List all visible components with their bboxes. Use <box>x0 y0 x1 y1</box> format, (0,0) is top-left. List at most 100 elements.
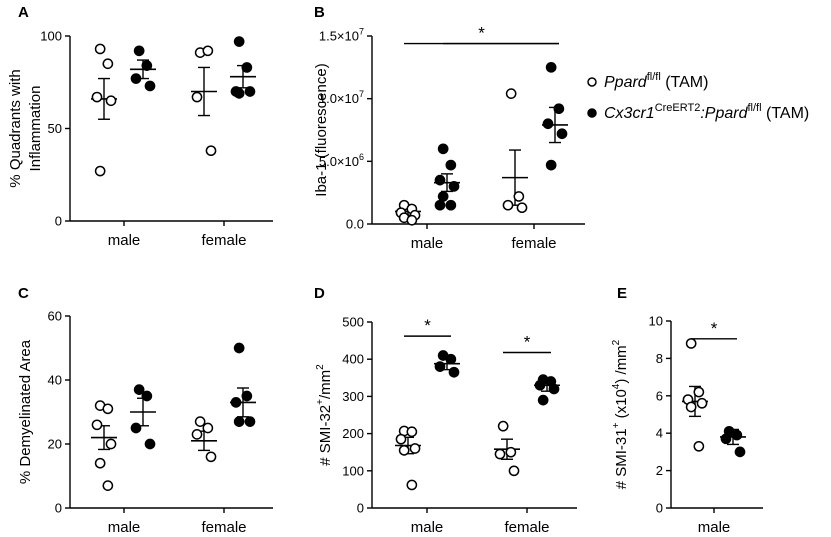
data-point-filled <box>445 353 457 365</box>
panel-A: A 0 50 100 male female % Quadrants with Inflamm… <box>7 4 273 249</box>
y-tick-label: 0 <box>656 501 663 516</box>
data-point-filled <box>448 181 460 192</box>
y-tick-label-text: 100 <box>40 29 62 44</box>
significance-star: * <box>478 24 485 43</box>
category-label: male <box>411 519 444 536</box>
data-point-open <box>406 214 418 226</box>
data-point-filled <box>130 73 142 84</box>
data-point-filled <box>144 438 156 450</box>
legend-label: Cx3cr1CreERT2:Ppardfl/fl (TAM) <box>604 102 809 122</box>
y-label-part: /mm <box>317 370 334 399</box>
y-label-part: ) /mm <box>613 345 630 383</box>
y-tick-label-text: 500 <box>342 315 364 330</box>
data-point-open <box>508 465 520 477</box>
data-point-open <box>505 88 517 100</box>
y-axis-label: # SMI-32+/mm2 <box>315 364 334 466</box>
y-axis-label: # SMI-31+ (x104) /mm2 <box>611 339 630 489</box>
data-point-open <box>102 58 114 70</box>
y-tick-label: 400 <box>342 352 364 367</box>
y-axis-label: Iba-1 (fluorescence) <box>313 63 330 196</box>
panel-C: C 0 20 40 60 male female % Demyelinated Area <box>17 285 273 536</box>
data-point-open <box>94 457 106 469</box>
data-point-filled <box>445 199 457 211</box>
y-label-sup: + <box>315 399 326 405</box>
data-point-open <box>102 403 114 415</box>
y-tick-label-text: 4 <box>656 426 663 441</box>
y-tick-exponent: 6 <box>359 152 364 162</box>
panel-D: D 0 100 200 300 400 500 male female # SMI-32+/mm2… <box>314 285 577 536</box>
data-point-filled <box>556 128 568 140</box>
data-point-filled <box>553 103 565 115</box>
data-point-filled <box>548 383 560 395</box>
legend-sup: CreERT2 <box>655 102 701 114</box>
y-tick-label: 300 <box>342 389 364 404</box>
y-tick-label: 100 <box>40 29 62 44</box>
legend-marker-open <box>587 77 597 87</box>
legend-gene: Cx3cr1 <box>604 105 655 122</box>
data-point-filled <box>434 199 446 211</box>
y-tick-label-text: 5.0×10 <box>319 154 359 169</box>
data-point-open <box>102 480 114 491</box>
data-point-open <box>94 43 106 55</box>
legend-sup: fl/fl <box>647 71 661 83</box>
data-point-open <box>191 429 203 440</box>
y-tick-label-text: 6 <box>656 388 663 403</box>
legend-marker-filled <box>587 108 597 118</box>
y-tick-label-text: 10 <box>649 314 663 329</box>
y-tick-label: 0 <box>55 214 62 229</box>
data-point-filled <box>241 390 253 402</box>
panel-label: B <box>314 4 325 21</box>
y-axis-label: Inflammation <box>27 86 44 172</box>
y-tick-label-text: 400 <box>342 352 364 367</box>
data-point-open <box>91 419 103 431</box>
y-tick-label-text: 0 <box>357 501 364 516</box>
data-point-open <box>91 91 103 103</box>
y-tick-label: 200 <box>342 426 364 441</box>
data-point-filled <box>230 397 242 408</box>
data-point-filled <box>534 379 546 391</box>
data-point-filled <box>434 361 446 372</box>
panel-label: C <box>18 285 29 302</box>
data-point-open <box>685 338 697 349</box>
y-tick-label: 2 <box>656 463 663 478</box>
data-point-open <box>685 401 697 413</box>
y-tick-label: 20 <box>48 437 62 452</box>
data-point-filled <box>241 62 253 73</box>
y-tick-label: 50 <box>48 121 62 136</box>
y-label-part: # SMI-31 <box>613 428 630 489</box>
data-point-filled <box>144 80 156 92</box>
category-label: female <box>201 232 246 249</box>
data-point-open <box>202 45 214 57</box>
y-tick-label: 6 <box>656 388 663 403</box>
y-tick-label-text: 50 <box>48 121 62 136</box>
legend-sup: fl/fl <box>747 102 761 114</box>
y-tick-label-text: 0 <box>55 214 62 229</box>
y-label-sup: 2 <box>315 364 326 370</box>
category-label: female <box>201 519 246 536</box>
legend-gene: Ppard <box>604 74 648 91</box>
data-point-open <box>693 440 705 452</box>
category-label: male <box>698 519 731 536</box>
data-point-filled <box>437 191 449 202</box>
y-tick-label: 0.0 <box>346 217 364 232</box>
data-point-filled <box>141 60 153 71</box>
y-axis-label: % Demyelinated Area <box>17 339 34 484</box>
data-point-open <box>105 438 117 450</box>
y-label-part: # SMI-32 <box>317 405 334 466</box>
significance-star: * <box>711 319 718 338</box>
data-point-open <box>513 191 525 202</box>
data-point-filled <box>448 366 460 378</box>
y-tick-label: 100 <box>342 463 364 478</box>
data-point-open <box>406 479 418 491</box>
category-label: female <box>504 519 549 536</box>
data-point-filled <box>434 174 446 186</box>
y-tick-label-text: 40 <box>48 373 62 388</box>
data-point-filled <box>437 143 449 155</box>
legend: Ppardfl/fl (TAM)Cx3cr1CreERT2:Ppardfl/fl… <box>587 71 809 122</box>
data-point-filled <box>233 342 245 354</box>
data-point-filled <box>545 61 557 73</box>
data-point-open <box>398 444 410 456</box>
legend-tail: (TAM) <box>762 105 810 122</box>
y-tick-label: 1.0×107 <box>319 89 364 106</box>
panel-label: E <box>617 285 627 302</box>
